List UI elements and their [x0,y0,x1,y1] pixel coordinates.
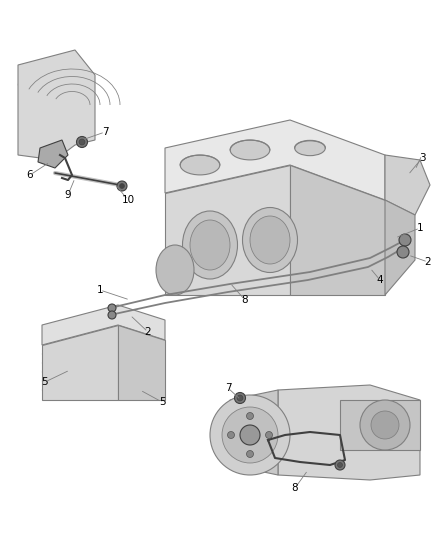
Polygon shape [38,140,68,168]
Text: 5: 5 [159,397,165,407]
Ellipse shape [250,216,290,264]
Circle shape [265,432,272,439]
Text: 6: 6 [27,170,33,180]
Text: 2: 2 [425,257,431,267]
Circle shape [227,432,234,439]
Ellipse shape [295,140,325,156]
Ellipse shape [180,155,220,175]
Polygon shape [165,120,385,200]
Circle shape [210,395,290,475]
Ellipse shape [243,207,297,272]
Polygon shape [385,155,430,215]
Text: 5: 5 [42,377,48,387]
Circle shape [338,463,343,467]
Polygon shape [118,325,165,400]
Polygon shape [278,385,420,480]
Circle shape [77,136,88,148]
Ellipse shape [230,140,270,160]
Circle shape [399,234,411,246]
Ellipse shape [183,211,237,279]
Text: 1: 1 [417,223,423,233]
Text: 4: 4 [377,275,383,285]
Polygon shape [290,165,385,295]
Text: 7: 7 [225,383,231,393]
Polygon shape [180,155,220,165]
Polygon shape [18,50,95,160]
Text: 1: 1 [97,285,103,295]
Text: 2: 2 [145,327,151,337]
Polygon shape [42,305,165,345]
Circle shape [240,425,260,445]
Polygon shape [295,141,325,148]
Circle shape [397,246,409,258]
Text: 3: 3 [419,153,425,163]
Circle shape [237,395,243,401]
Circle shape [117,181,127,191]
Polygon shape [42,325,118,400]
Text: 9: 9 [65,190,71,200]
Circle shape [108,311,116,319]
Text: 7: 7 [102,127,108,137]
Polygon shape [230,140,270,150]
Circle shape [247,413,254,419]
Text: 10: 10 [121,195,134,205]
Circle shape [108,304,116,312]
Ellipse shape [190,220,230,270]
Circle shape [371,411,399,439]
Circle shape [247,450,254,457]
Ellipse shape [156,245,194,295]
Text: 8: 8 [242,295,248,305]
Circle shape [222,407,278,463]
Circle shape [335,460,345,470]
Polygon shape [230,390,278,475]
Circle shape [234,392,246,403]
Polygon shape [165,165,290,295]
Circle shape [79,139,85,145]
Text: 8: 8 [292,483,298,493]
Circle shape [360,400,410,450]
Circle shape [120,183,124,189]
Polygon shape [385,200,415,295]
Polygon shape [340,400,420,450]
